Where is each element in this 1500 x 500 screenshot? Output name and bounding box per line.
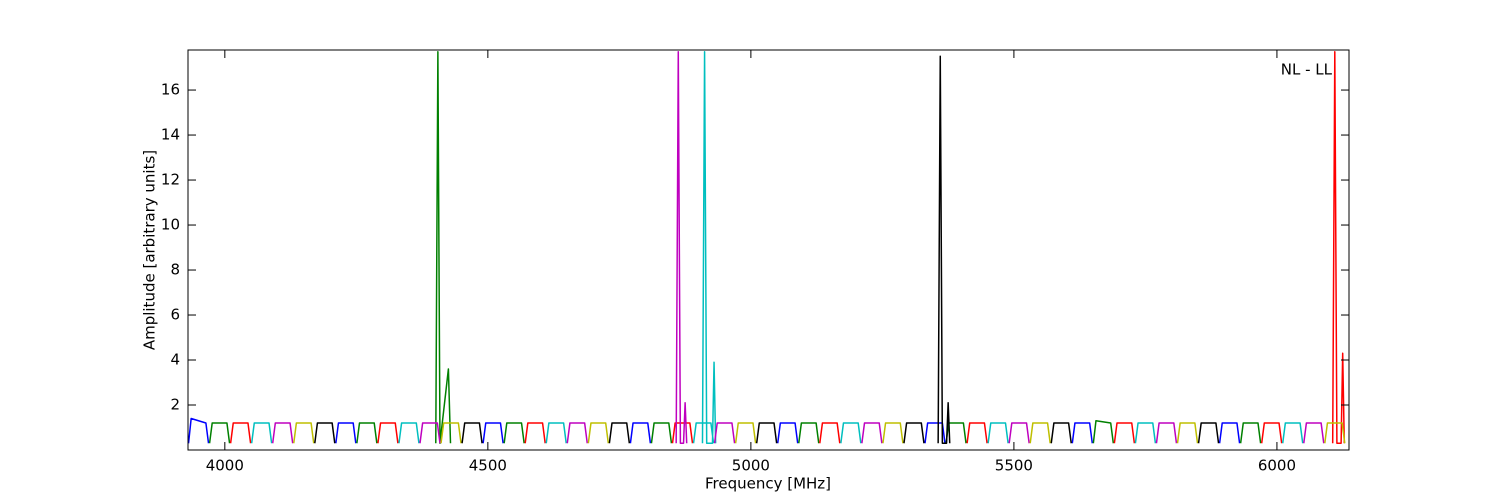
x-tick-label: 4000 — [206, 457, 244, 475]
x-tick-label: 4500 — [469, 457, 507, 475]
series-line — [229, 51, 1346, 444]
series-line — [208, 51, 1262, 444]
x-tick-label: 5500 — [995, 457, 1033, 475]
y-tick-label: 16 — [161, 81, 180, 99]
y-tick-label: 4 — [170, 351, 180, 369]
x-tick-label: 6000 — [1258, 457, 1296, 475]
series-line — [271, 51, 1325, 444]
plot-area — [188, 51, 1346, 444]
series-line — [250, 51, 1304, 444]
series-line — [292, 422, 1346, 444]
y-tick-label: 6 — [170, 306, 180, 324]
plot-frame — [187, 49, 1350, 451]
y-tick-label: 10 — [161, 216, 180, 234]
x-axis-label: Frequency [MHz] — [705, 475, 831, 493]
series-line — [314, 55, 1220, 444]
annotation: NL - LL — [1281, 61, 1333, 79]
series-line — [188, 417, 1241, 444]
x-tick-label: 5000 — [732, 457, 770, 475]
y-tick-label: 12 — [161, 171, 180, 189]
y-tick-label: 14 — [161, 126, 180, 144]
y-tick-label: 8 — [170, 261, 180, 279]
y-tick-label: 2 — [170, 396, 180, 414]
y-axis-label: Amplitude [arbitrary units] — [141, 150, 159, 350]
